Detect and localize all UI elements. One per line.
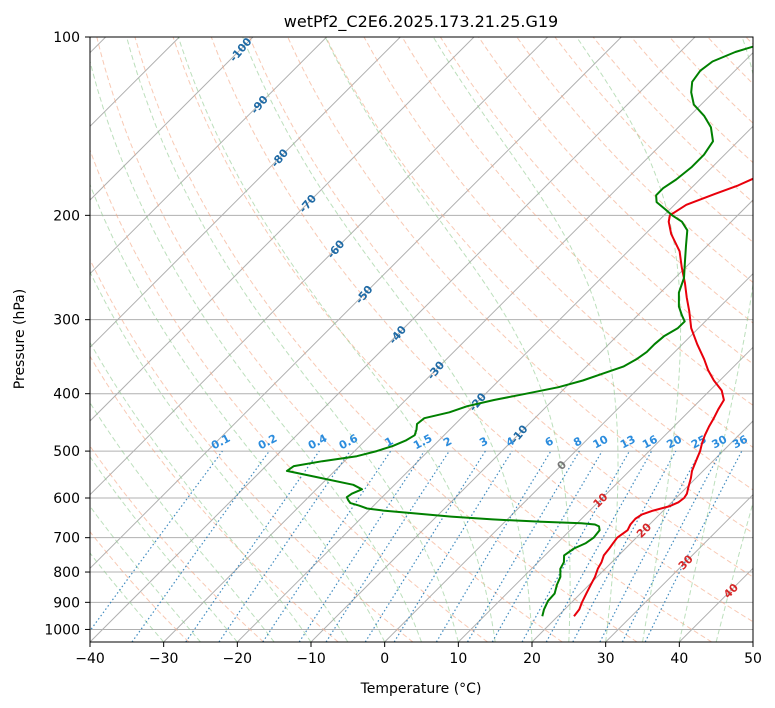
dry-adiabat-line — [592, 37, 753, 204]
isotherm-line — [90, 37, 549, 496]
dry-adiabat-line — [249, 37, 753, 578]
chart-title: wetPf2_C2E6.2025.173.21.25.G19 — [284, 12, 558, 32]
y-tick-label: 900 — [53, 595, 80, 611]
isotherm-line — [384, 272, 753, 642]
mixing-ratio-line — [545, 450, 653, 642]
x-tick-label: −20 — [223, 651, 253, 667]
isotherm-line — [90, 37, 475, 422]
moist-adiabat-line — [90, 455, 238, 642]
x-tick-label: 0 — [380, 651, 389, 667]
mixing-ratio-label: 20 — [664, 433, 684, 452]
mixing-ratio-line — [364, 450, 486, 642]
mixing-ratio-label: 30 — [710, 433, 730, 452]
y-tick-label: 300 — [53, 313, 80, 329]
isotherm-line — [90, 37, 696, 642]
mixing-ratio-line — [218, 450, 351, 642]
moist-adiabat-line — [126, 37, 459, 642]
dry-adiabat-line — [90, 148, 488, 642]
isotherm-line — [236, 125, 753, 642]
mixing-ratio-line — [572, 450, 677, 642]
y-axis: 100 200 300 400 500 600 700 800 900 1000 — [44, 30, 90, 638]
dry-adiabat-line — [516, 37, 753, 283]
y-tick-label: 800 — [53, 565, 80, 581]
dry-adiabat-line — [478, 37, 753, 324]
y-tick-label: 700 — [53, 531, 80, 547]
plot-frame — [89, 36, 754, 643]
mixing-ratio-line — [90, 450, 223, 632]
isotherm-line — [90, 37, 622, 570]
temperature-profile-line — [573, 177, 753, 617]
y-tick-label: 500 — [53, 444, 80, 460]
x-tick-label: 50 — [744, 651, 762, 667]
mixing-ratio-line — [466, 450, 580, 642]
isotherm-line — [163, 51, 753, 642]
mixing-ratio-label: 36 — [730, 433, 750, 452]
isotherm-line — [605, 493, 753, 642]
x-tick-label: 30 — [597, 651, 615, 667]
dry-adiabat-line — [90, 530, 190, 642]
isotherm-line — [90, 37, 254, 201]
dry-adiabat-line — [172, 37, 712, 642]
dewpoint-profile-line — [285, 45, 753, 617]
mixing-ratio-line — [491, 450, 603, 642]
y-tick-label: 400 — [53, 387, 80, 403]
dry-adiabat-line — [287, 37, 753, 534]
y-axis-label: Pressure (hPa) — [12, 289, 28, 389]
moist-adiabat-line — [576, 37, 682, 642]
y-tick-label: 200 — [53, 208, 80, 224]
mixing-ratio-label: 16 — [640, 433, 660, 452]
moist-adiabat-line — [242, 37, 533, 642]
mixing-ratio-line — [185, 450, 320, 642]
mixing-ratio-line — [131, 450, 270, 642]
moist-adiabat-line — [715, 500, 753, 642]
x-tick-label: 10 — [449, 651, 467, 667]
isotherm-line — [90, 37, 328, 275]
mixing-ratio-line — [521, 450, 631, 642]
isotherm-line — [531, 420, 753, 642]
moist-adiabat-line — [90, 505, 201, 642]
isotherm-line — [310, 199, 753, 642]
x-tick-label: 40 — [670, 651, 688, 667]
x-tick-label: 20 — [523, 651, 541, 667]
mixing-ratio-line — [393, 450, 513, 642]
moist-adiabat-line — [90, 183, 386, 642]
mixing-ratio-line — [325, 450, 450, 642]
moist-adiabat-line — [90, 401, 275, 642]
plot-background-lines — [90, 37, 753, 642]
x-tick-label: −40 — [75, 651, 105, 667]
moist-adiabat-line — [324, 37, 571, 642]
mixing-ratio-label: 13 — [618, 433, 638, 452]
moist-adiabat-line — [90, 270, 349, 642]
dry-adiabat-line — [210, 37, 753, 623]
dry-adiabat-line — [325, 37, 753, 491]
mixing-ratio-line — [435, 450, 552, 642]
plot-series — [285, 45, 753, 617]
isotherm-line — [457, 346, 753, 642]
dry-adiabat-line — [96, 37, 563, 642]
dry-adiabat-line — [363, 37, 753, 448]
dry-adiabat-line — [90, 355, 339, 642]
x-tick-label: −30 — [149, 651, 179, 667]
x-axis-label: Temperature (°C) — [360, 681, 482, 697]
dry-adiabat-line — [90, 258, 414, 642]
moist-adiabat-line — [90, 59, 422, 642]
mixing-ratio-label: 10 — [591, 433, 611, 452]
x-axis: −40 −30 −20 −10 0 10 20 30 40 50 — [75, 642, 762, 667]
dry-adiabat-line — [134, 37, 638, 642]
y-tick-label: 100 — [53, 30, 80, 46]
x-tick-label: −10 — [296, 651, 326, 667]
dry-adiabat-line — [401, 37, 753, 406]
y-tick-label: 1000 — [44, 622, 80, 638]
y-tick-label: 600 — [53, 491, 80, 507]
